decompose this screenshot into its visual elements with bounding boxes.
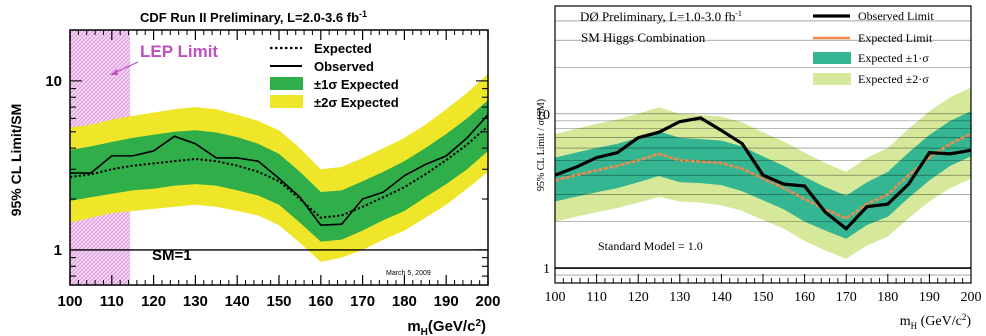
d0-legend-1sigma: Expected ±1·σ [858,51,929,65]
cdf-legend-observed: Observed [314,59,374,74]
d0-x-tick-labels: 100 110 120 130 140 150 160 170 180 190 200 [545,290,982,305]
cdf-legend: Expected Observed ±1σ Expected ±2σ Expec… [270,41,399,110]
cdf-x-tick-label: 120 [141,293,166,310]
cdf-sm-label: SM=1 [152,247,192,264]
cdf-y-tick-label: 10 [45,73,62,90]
d0-legend: Observed Limit Expected Limit Expected ±… [813,9,934,86]
cdf-legend-2sigma-swatch [270,95,303,108]
cdf-legend-2sigma: ±2σ Expected [314,95,399,110]
d0-x-axis-label: mH (GeV/c2) [900,312,972,331]
d0-observed-line [555,116,971,231]
cdf-lep-label: LEP Limit [140,42,218,61]
cdf-y-axis-label: 95% CL Limit/SM [8,104,24,217]
cdf-title: CDF Run II Preliminary, L=2.0-3.6 fb-1 [140,9,367,25]
cdf-ticks [69,30,489,285]
cdf-x-tick-label: 190 [434,293,459,310]
d0-expected-line [555,132,971,220]
d0-x-tick-label: 110 [586,290,606,305]
d0-legend-2sigma-swatch [813,73,851,85]
d0-legend-observed: Observed Limit [858,9,934,23]
d0-y-tick-label: 10 [536,108,550,123]
d0-chart: 100 110 120 130 140 150 160 170 180 190 200 1 10 DØ… [536,5,982,331]
d0-legend-expected: Expected Limit [858,31,933,45]
cdf-y-tick-labels: 1 10 [45,73,62,259]
d0-x-tick-label: 180 [877,290,898,305]
cdf-lep-annotation: LEP Limit [110,42,218,75]
cdf-title-sup: -1 [359,9,367,19]
cdf-x-tick-label: 110 [100,293,124,310]
d0-x-tick-label: 130 [669,290,690,305]
d0-legend-2sigma: Expected ±2·σ [858,72,929,86]
d0-x-tick-label: 150 [753,290,774,305]
d0-x-tick-label: 100 [545,290,566,305]
cdf-date-annotation: March 5, 2009 [386,270,431,277]
cdf-x-tick-labels: 100 110 120 130 140 150 160 170 180 190 200 [57,293,500,310]
cdf-band-1sigma [70,100,488,242]
d0-x-tick-label: 190 [919,290,940,305]
cdf-y-tick-label: 1 [54,242,62,259]
cdf-legend-expected: Expected [314,41,372,56]
cdf-x-tick-label: 160 [308,293,333,310]
d0-ticks [554,274,972,283]
d0-y-axis-label: 95% CL Limit / σ(SM) [536,99,547,191]
cdf-x-tick-label: 130 [183,293,208,310]
cdf-observed-line [70,114,488,227]
cdf-x-tick-label: 150 [266,293,291,310]
d0-title: DØ Preliminary, L=1.0-3.0 fb-1 [580,9,742,24]
d0-x-tick-label: 160 [794,290,815,305]
d0-subtitle: SM Higgs Combination [581,30,706,45]
cdf-lep-arrowhead [110,69,118,75]
cdf-x-tick-label: 180 [392,293,417,310]
d0-x-tick-label: 140 [711,290,732,305]
d0-y-tick-labels: 1 10 [536,108,550,277]
cdf-chart: CDF Run II Preliminary, L=2.0-3.6 fb-1 1… [8,9,501,336]
d0-x-tick-label: 200 [961,290,982,305]
d0-sm-label: Standard Model = 1.0 [598,239,703,253]
d0-x-tick-label: 120 [628,290,649,305]
d0-y-tick-label: 1 [543,262,550,277]
cdf-plot-area [70,30,488,285]
cdf-x-tick-label: 170 [350,293,375,310]
d0-plot-area [555,6,971,283]
cdf-x-axis-label: mH(GeV/c2) [407,318,486,336]
cdf-legend-1sigma: ±1σ Expected [314,77,399,92]
cdf-x-tick-label: 100 [57,293,82,310]
cdf-legend-1sigma-swatch [270,77,303,90]
cdf-x-tick-label: 200 [475,293,500,310]
d0-legend-1sigma-swatch [813,52,851,64]
cdf-x-tick-label: 140 [225,293,250,310]
d0-x-tick-label: 170 [836,290,857,305]
cdf-expected-line [70,125,488,219]
